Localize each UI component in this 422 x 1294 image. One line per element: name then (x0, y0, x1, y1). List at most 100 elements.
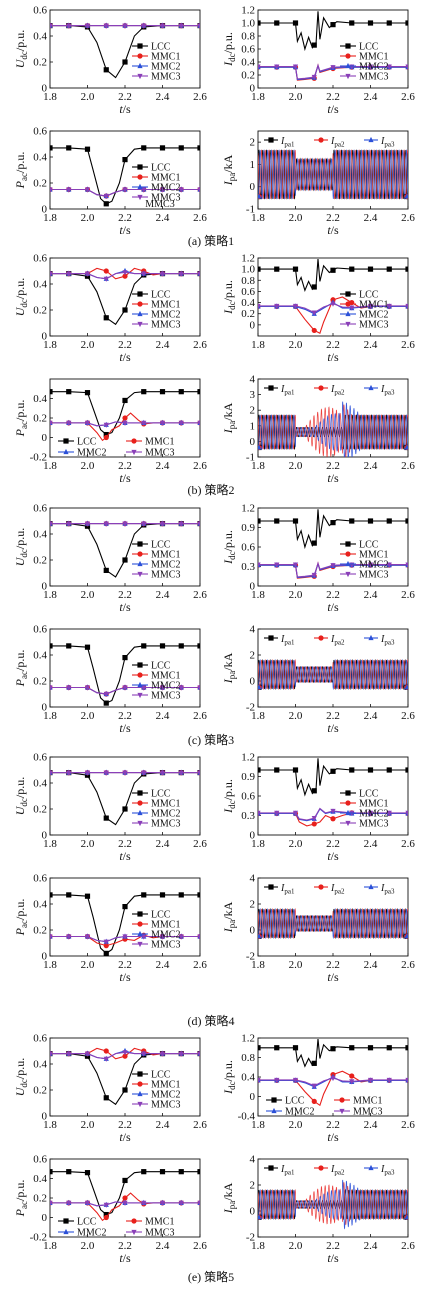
series-marker-mmc3 (66, 1200, 72, 1206)
wave-marker-ipa3 (258, 1214, 262, 1220)
series-line-mmc3 (258, 303, 408, 314)
legend-marker-lcc (137, 43, 143, 49)
series-line-mmc3 (258, 63, 408, 80)
plot-area (258, 11, 408, 81)
legend-label-lcc: LCC (77, 437, 97, 448)
series-marker-mmc3 (66, 1051, 72, 1057)
legend-label-mmc2: MMC2 (151, 809, 180, 820)
legend-label-mmc1: MMC1 (145, 437, 174, 448)
y-tick-label: 1.2 (241, 1033, 255, 1045)
series-marker-mmc3 (50, 1051, 53, 1057)
series-marker-lcc (84, 893, 91, 899)
series-marker-mmc3 (386, 1077, 392, 1084)
series-marker-lcc (66, 389, 72, 395)
series-marker-mmc3 (50, 187, 53, 193)
series-marker-mmc3 (159, 1200, 166, 1206)
x-tick-label: 1.8 (251, 1240, 265, 1252)
legend-label-lcc: LCC (359, 42, 379, 53)
x-tick-label: 1.8 (43, 710, 57, 722)
legend-label-mmc3: MMC3 (151, 193, 180, 204)
legend-label-mmc2: MMC2 (151, 62, 180, 73)
x-tick-label: 1.8 (43, 1119, 57, 1131)
chart-d-idc: 1.8 2.0 2.2 2.4 2.6 0 0.3 0.6 0.9 1.2 t/s Idc/p.u. L… (221, 752, 415, 864)
x-tick-label: 2.0 (289, 1240, 303, 1252)
plot-area (258, 1038, 408, 1107)
legend-label-mmc3: MMC3 (359, 72, 388, 83)
y-tick-label: 1.0 (241, 264, 255, 276)
x-tick-label: 2.6 (401, 589, 415, 601)
y-tick-label: 0.4 (241, 57, 255, 69)
legend-label-mmc3: MMC3 (359, 320, 388, 331)
series-marker-mmc3 (159, 521, 166, 527)
series-marker-mmc1 (103, 1214, 109, 1221)
y-tick-label: 0.4 (33, 152, 47, 164)
series-marker-lcc (405, 767, 408, 773)
x-tick-label: 2.6 (401, 1240, 415, 1252)
series-marker-lcc (103, 67, 109, 73)
legend-label-mmc2: MMC2 (359, 809, 388, 820)
wave-marker-ipa3 (404, 1214, 408, 1220)
legend-label-ipa2: Ipa2 (330, 634, 345, 647)
series-marker-mmc3 (122, 420, 128, 426)
series-marker-mmc3 (178, 521, 184, 527)
legend-marker-mmc1 (345, 301, 351, 307)
series-line-lcc (258, 1038, 408, 1068)
y-tick-label: -2 (246, 951, 255, 963)
x-axis-label: t/s (327, 600, 339, 614)
legend-marker-mmc3 (137, 1101, 143, 1108)
legend-marker-mmc1 (137, 921, 143, 927)
y-axis-label: Udc/p.u. (13, 30, 29, 69)
x-axis-label: t/s (119, 1130, 131, 1144)
series-marker-lcc (197, 643, 200, 649)
plot-area (258, 401, 408, 457)
y-tick-label: 0.4 (33, 650, 47, 662)
series-marker-mmc3 (292, 303, 299, 310)
series-marker-mmc3 (50, 521, 53, 527)
series-marker-mmc3 (178, 271, 184, 277)
plot-area (258, 658, 408, 691)
legend-marker-lcc (137, 164, 143, 170)
series-marker-mmc3 (367, 303, 374, 310)
y-tick-label: 0.2 (33, 1193, 47, 1205)
series-marker-lcc (311, 284, 317, 290)
y-tick-label: 0 (250, 581, 256, 593)
x-tick-label: 1.8 (43, 91, 57, 103)
y-tick-label: 0.2 (33, 925, 47, 937)
series-marker-lcc (122, 397, 128, 404)
series-marker-lcc (349, 20, 355, 26)
series-marker-lcc (122, 655, 128, 661)
y-tick-label: 0.4 (241, 297, 255, 309)
x-axis-label: t/s (327, 849, 339, 863)
caption-e: (e) 策略5 (187, 1270, 235, 1284)
legend-label-lcc: LCC (151, 1070, 171, 1081)
y-tick-label: -1 (246, 452, 255, 464)
series-marker-mmc3 (50, 1200, 53, 1206)
wave-marker-ipa3 (404, 684, 408, 690)
wave-ipa2 (258, 658, 408, 691)
y-tick-label: 0 (250, 925, 256, 937)
series-marker-mmc3 (178, 1200, 184, 1206)
series-marker-mmc3 (159, 685, 166, 691)
y-tick-label: 1 (250, 420, 256, 432)
y-tick-label: 0.2 (33, 1085, 47, 1097)
legend-marker-ipa1 (268, 884, 274, 890)
legend-label-lcc: LCC (151, 42, 171, 53)
caption-a: (a) 策略1 (187, 234, 235, 248)
legend-marker-mmc1 (137, 551, 143, 557)
series-marker-mmc3 (258, 1077, 261, 1084)
series-marker-mmc3 (197, 770, 200, 776)
series-marker-lcc (50, 892, 53, 898)
series-marker-lcc (141, 389, 147, 395)
x-tick-label: 2.0 (81, 91, 95, 103)
series-marker-lcc (311, 1060, 317, 1066)
y-tick-label: 0.6 (33, 1154, 47, 1166)
x-tick-label: 1.8 (251, 589, 265, 601)
series-marker-mmc3 (103, 521, 109, 527)
x-tick-label: 2.0 (289, 212, 303, 224)
series-marker-mmc3 (311, 74, 317, 81)
series-marker-lcc (50, 145, 53, 151)
series-marker-mmc3 (386, 303, 392, 310)
legend-label-mmc1: MMC1 (145, 1217, 174, 1228)
legend-label-mmc2: MMC2 (359, 560, 388, 571)
